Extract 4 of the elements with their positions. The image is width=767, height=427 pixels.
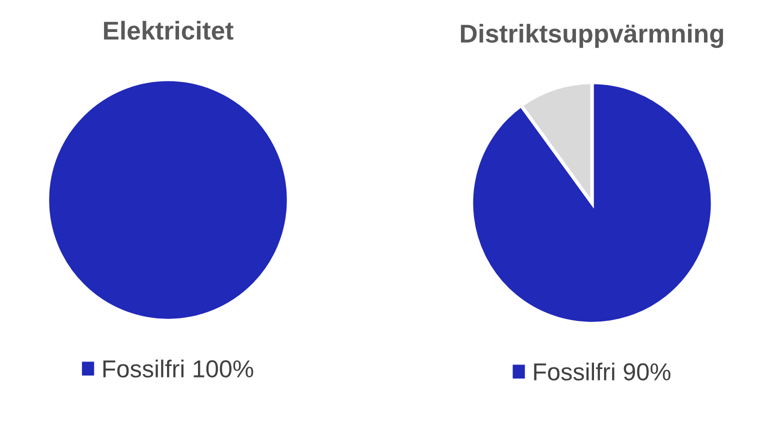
chart-title: Elektricitet: [104, 20, 234, 40]
chart-title: Distriktsuppvärmning: [460, 24, 724, 48]
legend-label: Fossilfri 100%: [103, 360, 254, 378]
legend-label: Fossilfri 90%: [534, 362, 670, 380]
